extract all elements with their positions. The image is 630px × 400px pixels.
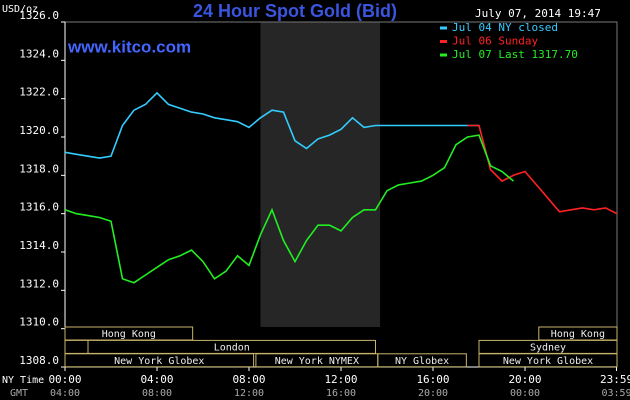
y-tick-label: 1314.0: [19, 239, 59, 252]
legend-label: Jul 06 Sunday: [452, 35, 538, 48]
session-label: New York Globex: [503, 356, 593, 367]
x2-tick-label: 00:00: [510, 388, 540, 399]
session: Sydney: [478, 339, 618, 354]
x-tick-label: 00:00: [48, 373, 81, 386]
subtitle: www.kitco.com: [67, 37, 191, 56]
session-box: [377, 353, 467, 368]
session-box: [64, 339, 89, 354]
x-tick-label: 08:00: [232, 373, 265, 386]
session-box: [64, 353, 255, 368]
session-label: Sydney: [530, 342, 566, 353]
chart-title: 24 Hour Spot Gold (Bid): [193, 1, 397, 21]
session-label: New York Globex: [114, 356, 204, 367]
session: Hong Kong: [538, 326, 618, 341]
y-tick-label: 1326.0: [19, 9, 59, 22]
x-tick-label: 23:59: [600, 373, 630, 386]
x-tick-label: 20:00: [508, 373, 541, 386]
x2-tick-label: 16:00: [326, 388, 356, 399]
y-tick-label: 1308.0: [19, 354, 59, 367]
x2-tick-label: 04:00: [50, 388, 80, 399]
session-box: [478, 353, 618, 368]
y-tick-label: 1312.0: [19, 277, 59, 290]
y-tick-label: 1320.0: [19, 124, 59, 137]
y-tick-label: 1322.0: [19, 86, 59, 99]
legend-label: Jul 07 Last 1317.70: [452, 48, 578, 61]
y-tick-label: 1316.0: [19, 201, 59, 214]
x-tick-label: 16:00: [416, 373, 449, 386]
session: New York Globex: [478, 353, 618, 368]
x2-tick-label: 08:00: [142, 388, 172, 399]
series-line: [64, 91, 479, 159]
session: Hong Kong: [64, 326, 194, 341]
series-line: [64, 134, 515, 284]
session-label: Hong Kong: [102, 329, 156, 340]
session: New York NYMEX: [255, 353, 379, 368]
session-label: Hong Kong: [551, 329, 605, 340]
session: NY Globex: [377, 353, 467, 368]
series-line: [467, 124, 618, 215]
y-axis-label: USD/oz: [2, 4, 38, 15]
y-tick-label: 1310.0: [19, 316, 59, 329]
session-highlight: [260, 22, 381, 327]
x2-tick-label: 03:59: [601, 388, 630, 399]
session-label: New York NYMEX: [275, 356, 359, 367]
session-label: London: [214, 342, 250, 353]
timestamp: July 07, 2014 19:47: [475, 7, 601, 20]
x-tick-label: 12:00: [324, 373, 357, 386]
y-tick-label: 1324.0: [19, 47, 59, 60]
session: London: [87, 339, 376, 354]
legend-label: Jul 04 NY closed: [452, 21, 558, 34]
session: [64, 339, 89, 354]
x2-tick-label: 20:00: [418, 388, 448, 399]
y-tick-label: 1318.0: [19, 162, 59, 175]
x-tick-label: 04:00: [140, 373, 173, 386]
session: New York Globex: [64, 353, 255, 368]
x-axis-label: NY Time: [2, 375, 44, 386]
x2-tick-label: 12:00: [234, 388, 264, 399]
x2-axis-label: GMT: [10, 388, 28, 399]
session-label: NY Globex: [395, 356, 449, 367]
